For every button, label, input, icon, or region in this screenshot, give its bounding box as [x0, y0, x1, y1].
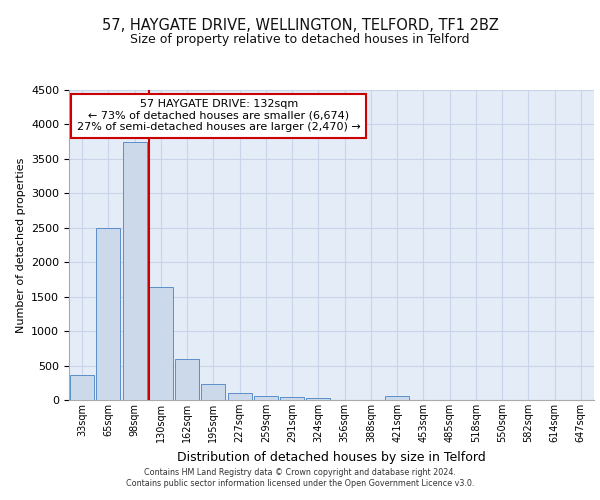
- Bar: [202, 384, 226, 400]
- Bar: [306, 398, 331, 400]
- Bar: [70, 374, 94, 400]
- X-axis label: Distribution of detached houses by size in Telford: Distribution of detached houses by size …: [177, 450, 486, 464]
- Bar: [175, 360, 199, 400]
- Bar: [385, 396, 409, 400]
- Text: Size of property relative to detached houses in Telford: Size of property relative to detached ho…: [130, 32, 470, 46]
- Text: 57, HAYGATE DRIVE, WELLINGTON, TELFORD, TF1 2BZ: 57, HAYGATE DRIVE, WELLINGTON, TELFORD, …: [101, 18, 499, 32]
- Bar: [149, 287, 173, 400]
- Bar: [96, 228, 121, 400]
- Bar: [254, 396, 278, 400]
- Y-axis label: Number of detached properties: Number of detached properties: [16, 158, 26, 332]
- Bar: [280, 397, 304, 400]
- Bar: [227, 393, 252, 400]
- Text: Contains HM Land Registry data © Crown copyright and database right 2024.
Contai: Contains HM Land Registry data © Crown c…: [126, 468, 474, 487]
- Bar: [122, 142, 147, 400]
- Text: 57 HAYGATE DRIVE: 132sqm
← 73% of detached houses are smaller (6,674)
27% of sem: 57 HAYGATE DRIVE: 132sqm ← 73% of detach…: [77, 100, 361, 132]
